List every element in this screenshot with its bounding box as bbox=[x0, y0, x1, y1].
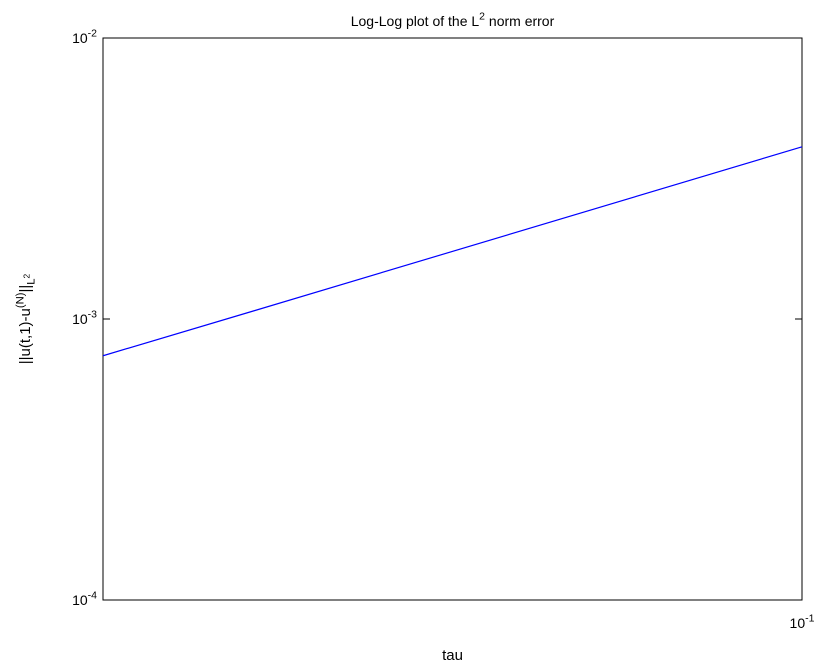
x-tick-label: 10-1 bbox=[790, 613, 815, 631]
y-tick-label: 10-2 bbox=[72, 28, 97, 46]
y-tick-label: 10-3 bbox=[72, 309, 97, 327]
y-axis-label: ||u(t,1)-u(N)||L2 bbox=[14, 273, 37, 364]
chart-title: Log-Log plot of the L2 norm error bbox=[351, 11, 555, 29]
y-tick-label: 10-4 bbox=[72, 590, 97, 608]
axes-box bbox=[102, 37, 803, 601]
line bbox=[102, 146, 803, 357]
x-axis-label: tau bbox=[442, 647, 463, 664]
